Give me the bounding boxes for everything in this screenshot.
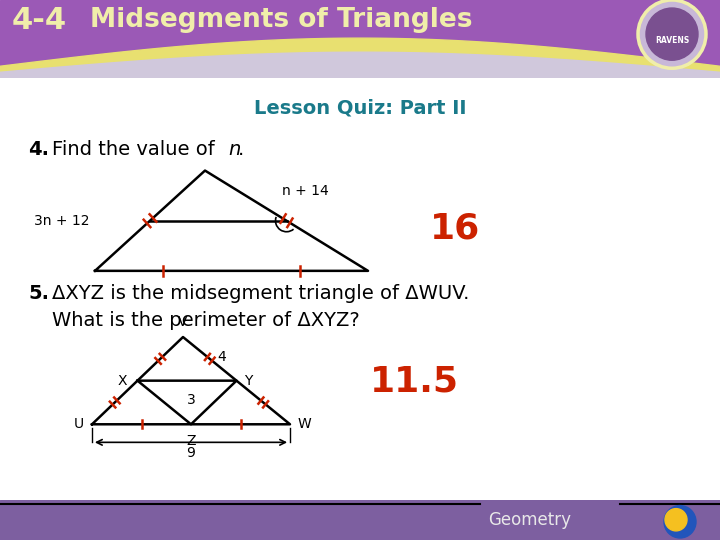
Text: Z: Z [186,434,196,448]
Text: Find the value of: Find the value of [52,140,221,159]
Text: RAVENS: RAVENS [655,36,689,45]
Text: V: V [179,315,188,329]
Text: U: U [74,417,84,431]
Polygon shape [0,38,720,78]
Text: Midsegments of Triangles: Midsegments of Triangles [90,7,472,33]
Text: 5.: 5. [28,284,49,303]
Text: n + 14: n + 14 [282,184,328,198]
Text: What is the perimeter of ΔXYZ?: What is the perimeter of ΔXYZ? [52,311,360,330]
Text: 4: 4 [217,350,227,364]
Text: 11.5: 11.5 [370,364,459,398]
Polygon shape [0,52,720,78]
Text: 3n + 12: 3n + 12 [35,214,90,228]
Circle shape [638,0,706,68]
Text: Y: Y [245,374,253,388]
Circle shape [646,8,698,60]
Text: 9: 9 [186,447,195,460]
Text: Geometry: Geometry [488,511,572,529]
Circle shape [664,505,696,538]
Text: n: n [228,140,240,159]
Text: 4.: 4. [28,140,49,159]
Text: W: W [298,417,312,431]
Circle shape [665,509,687,531]
Text: 3: 3 [186,394,195,408]
Text: X: X [118,374,127,388]
Text: 16: 16 [430,212,480,246]
Text: .: . [238,140,244,159]
Text: 4-4: 4-4 [12,5,67,35]
Text: ΔXYZ is the midsegment triangle of ΔWUV.: ΔXYZ is the midsegment triangle of ΔWUV. [52,284,469,303]
Text: Lesson Quiz: Part II: Lesson Quiz: Part II [253,98,467,117]
